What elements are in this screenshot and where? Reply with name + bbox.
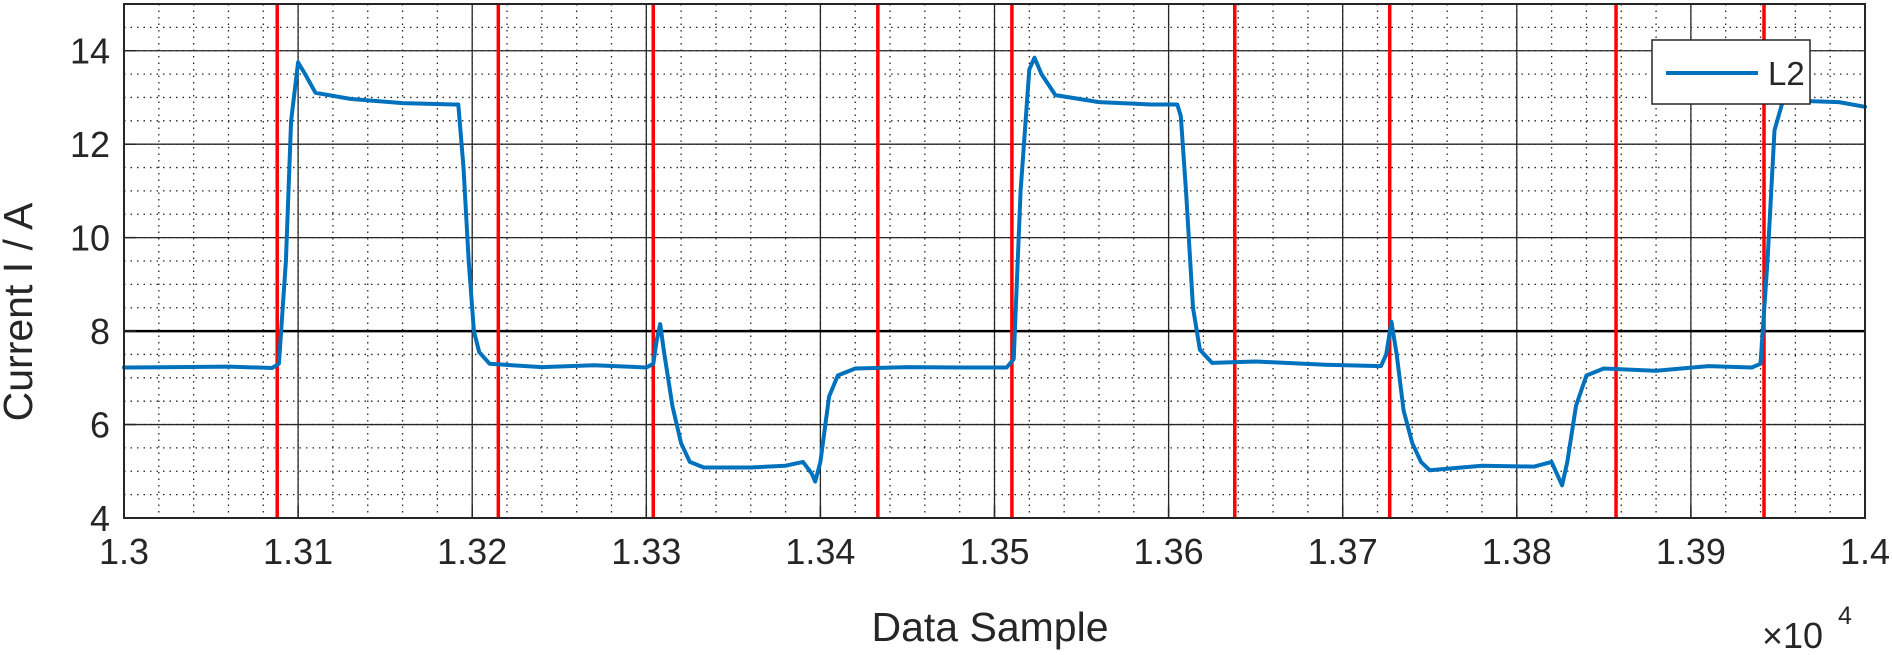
legend-entry-L2: L2 xyxy=(1768,55,1805,92)
x-tick-label: 1.34 xyxy=(785,531,855,572)
x-tick-label: 1.38 xyxy=(1482,531,1552,572)
y-tick-label: 14 xyxy=(70,31,110,72)
x-exponent-power: 4 xyxy=(1838,602,1852,630)
y-tick-label: 6 xyxy=(90,405,110,446)
x-exponent-base: ×10 xyxy=(1762,615,1823,655)
x-tick-label: 1.39 xyxy=(1656,531,1726,572)
series-line-L2 xyxy=(122,55,1867,488)
x-tick-label: 1.36 xyxy=(1134,531,1204,572)
y-axis-label: Current I / A xyxy=(0,202,41,421)
x-axis-ticks: 1.3 1.31 1.32 1.33 1.34 1.35 1.36 1.37 1.38 1.39 1… xyxy=(99,506,1890,572)
y-axis-ticks: 4 6 8 10 12 14 xyxy=(70,31,136,539)
x-tick-label: 1.4 xyxy=(1840,531,1890,572)
x-tick-label: 1.33 xyxy=(611,531,681,572)
y-tick-label: 10 xyxy=(70,218,110,259)
legend: L2 xyxy=(1651,39,1811,105)
x-tick-label: 1.35 xyxy=(959,531,1029,572)
y-tick-label: 4 xyxy=(90,498,110,539)
x-axis-label: Data Sample xyxy=(871,604,1108,650)
y-tick-label: 8 xyxy=(90,311,110,352)
y-tick-label: 12 xyxy=(70,124,110,165)
x-tick-label: 1.37 xyxy=(1308,531,1378,572)
x-tick-label: 1.31 xyxy=(263,531,333,572)
x-axis-exponent: ×10 4 xyxy=(1762,602,1852,655)
x-tick-label: 1.32 xyxy=(437,531,507,572)
x-tick-label: 1.3 xyxy=(99,531,149,572)
